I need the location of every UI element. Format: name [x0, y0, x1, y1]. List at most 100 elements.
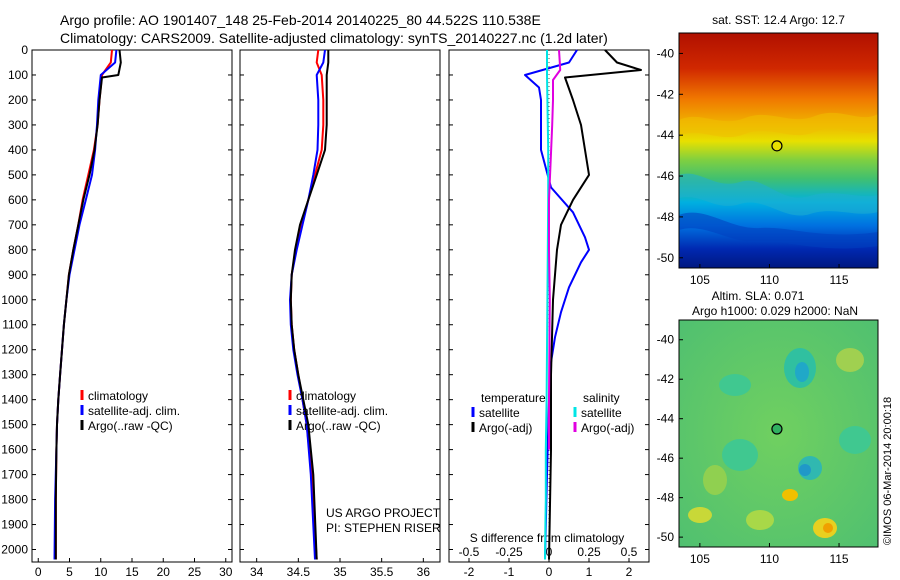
y-tick-label: 1300 [1, 368, 28, 382]
map-x-tick-label: 110 [760, 273, 779, 287]
x-tick-label: 10 [94, 565, 108, 579]
y-tick-label: 1100 [2, 318, 28, 332]
y-tick-label: 1600 [1, 443, 28, 457]
y-tick-label: 600 [8, 193, 28, 207]
y-tick-label: 1900 [1, 518, 28, 532]
y-tick-label: 800 [8, 243, 28, 257]
legend-label: Argo(..raw -QC) [296, 419, 381, 433]
y-tick-label: 0 [21, 43, 28, 57]
y-tick-label: 1000 [1, 293, 28, 307]
legend-label: satellite-adj. clim. [296, 404, 388, 418]
x-tick-label: 0 [35, 565, 42, 579]
x-tick-label: 2 [626, 565, 633, 579]
y-tick-label: 2000 [1, 543, 28, 557]
x-tick-label: -1 [504, 565, 515, 579]
y-tick-label: 400 [8, 143, 28, 157]
legend-label: Argo(..raw -QC) [88, 419, 173, 433]
map-y-tick-label: -48 [657, 491, 675, 505]
map-y-tick-label: -42 [657, 372, 675, 386]
sla-map-title-1: Altim. SLA: 0.071 [712, 289, 805, 303]
y-tick-label: 500 [8, 168, 28, 182]
sst-map-frame [678, 32, 879, 269]
map-y-tick-label: -40 [657, 46, 675, 60]
x-tick-label: 1 [586, 565, 593, 579]
top-x-tick-label: 0.25 [577, 545, 601, 559]
top-x-tick-label: -0.25 [495, 545, 523, 559]
x-tick-label: 30 [219, 565, 233, 579]
y-tick-label: 1800 [1, 493, 28, 507]
credit-line-2: PI: STEPHEN RISER [326, 521, 441, 535]
imos-timestamp: ©IMOS 06-Mar-2014 20:00:18 [882, 396, 894, 545]
map-y-tick-label: -46 [657, 451, 675, 465]
sst-texture [679, 112, 878, 249]
series-line-argo-raw-qc- [54, 49, 122, 560]
y-tick-label: 1700 [1, 468, 28, 482]
map-y-tick-label: -50 [657, 530, 675, 544]
legend-label: climatology [296, 389, 356, 403]
x-tick-label: 25 [188, 565, 202, 579]
credit-line-1: US ARGO PROJECT [326, 506, 441, 520]
series-line-temperature-argo-adj- [548, 49, 642, 560]
y-tick-label: 1500 [1, 418, 28, 432]
legend-title-temperature: temperature [481, 391, 546, 405]
map-y-tick-label: -48 [657, 210, 675, 224]
argo-float-marker [771, 423, 783, 435]
x-tick-label: 20 [157, 565, 171, 579]
map-y-tick-label: -50 [657, 251, 675, 265]
x-tick-label: 34 [250, 565, 264, 579]
map-x-tick-label: 115 [829, 552, 848, 566]
map-x-tick-label: 105 [690, 552, 710, 566]
x-tick-label: 15 [125, 565, 139, 579]
x-tick-label: 35 [333, 565, 347, 579]
series-line-salinity-satellite [544, 50, 550, 560]
map-y-tick-label: -40 [657, 333, 675, 347]
series-line-salinity-argo-adj- [548, 49, 562, 450]
top-x-tick-label: -0.5 [459, 545, 480, 559]
y-tick-label: 700 [8, 218, 28, 232]
map-y-tick-label: -44 [657, 128, 675, 142]
x-tick-label: 5 [66, 565, 73, 579]
sst-map-panel: -40 -42 -44 -46 -48 -50 105 110 115 sat. SST: 12.… [657, 13, 879, 287]
salinity-axes-frame [239, 49, 441, 563]
sla-map-frame [678, 319, 879, 548]
y-tick-label: 1200 [1, 343, 28, 357]
legend-label: Argo(-adj) [581, 421, 634, 435]
profile-title: Argo profile: AO 1901407_148 25-Feb-2014… [60, 12, 541, 28]
climatology-subtitle: Climatology: CARS2009. Satellite-adjuste… [60, 30, 608, 46]
top-x-axis-label: S difference from climatology [470, 531, 625, 545]
map-x-tick-label: 105 [690, 273, 710, 287]
legend-label: climatology [88, 389, 148, 403]
y-tick-label: 200 [8, 93, 28, 107]
legend-title-salinity: salinity [583, 391, 620, 405]
temperature-axes-frame [31, 49, 233, 563]
legend-label: satellite [581, 406, 622, 420]
y-tick-label: 900 [8, 268, 28, 282]
legend-label: satellite-adj. clim. [88, 404, 180, 418]
sla-map-title-2: Argo h1000: 0.029 h2000: NaN [692, 304, 858, 318]
top-x-tick-label: 0.5 [621, 545, 638, 559]
x-tick-label: 36 [417, 565, 431, 579]
x-tick-label: -2 [464, 565, 475, 579]
x-tick-label: 34.5 [287, 565, 311, 579]
map-y-tick-label: -42 [657, 87, 675, 101]
map-x-tick-label: 115 [829, 273, 848, 287]
y-tick-label: 300 [8, 118, 28, 132]
x-tick-label: 0 [546, 565, 553, 579]
x-tick-label: 35.5 [370, 565, 394, 579]
difference-panel: -2-1012T difference from climatology-0.5… [448, 49, 650, 580]
legend-label: Argo(-adj) [479, 421, 532, 435]
salinity-panel: 3434.53535.536salinityclimatologysatelli… [239, 49, 441, 580]
y-tick-label: 1400 [1, 393, 28, 407]
sla-map-panel: -40 -42 -44 -46 -48 -50 105 110 115 Altim. SLA: 0… [657, 289, 879, 566]
argo-float-marker [771, 140, 783, 152]
map-y-tick-label: -44 [657, 412, 675, 426]
sst-map-title: sat. SST: 12.4 Argo: 12.7 [712, 13, 845, 27]
map-y-tick-label: -46 [657, 169, 675, 183]
temperature-panel: 0100200300400500600700800900100011001200… [1, 43, 232, 580]
sla-blobs [688, 348, 871, 538]
series-line-argo-raw-qc- [289, 50, 330, 560]
legend-label: satellite [479, 406, 520, 420]
y-tick-label: 100 [8, 68, 28, 82]
map-x-tick-label: 110 [760, 552, 779, 566]
